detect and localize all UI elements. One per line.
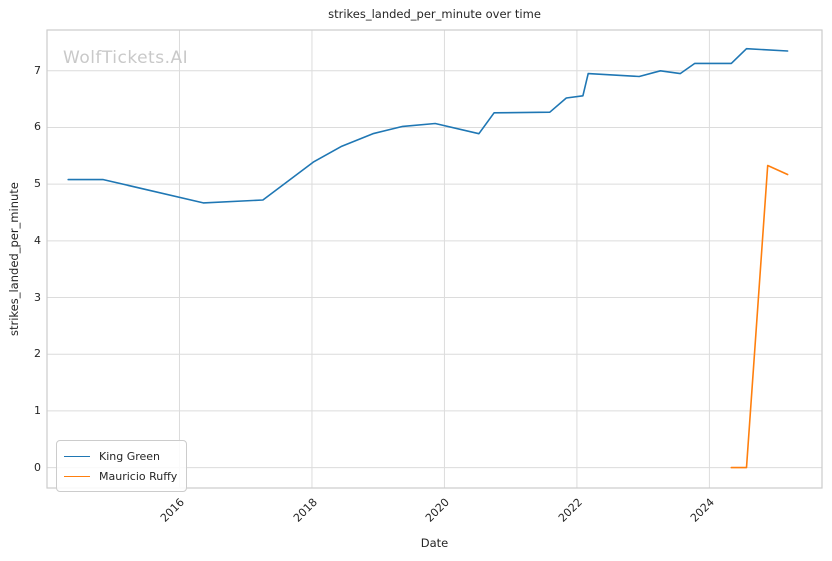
y-tick-label: 5 [34,177,41,190]
y-tick-label: 2 [34,347,41,360]
legend-line-swatch [64,455,90,457]
y-tick-label: 4 [34,234,41,247]
legend: King Green Mauricio Ruffy [56,440,188,492]
x-axis-label: Date [420,536,449,550]
chart-title: strikes_landed_per_minute over time [328,7,541,21]
y-tick-label: 1 [34,404,41,417]
legend-line-swatch [64,475,90,477]
axes-spines [46,29,823,489]
legend-item: Mauricio Ruffy [64,466,177,486]
legend-label: King Green [99,449,161,463]
y-tick-label: 7 [34,64,41,77]
legend-item: King Green [64,446,177,466]
legend-label: Mauricio Ruffy [99,469,178,483]
watermark: WolfTickets.AI [63,48,189,68]
series-line-king-green [67,47,789,204]
y-tick-label: 0 [34,461,41,474]
series-line-mauricio-ruffy [730,164,789,469]
y-tick-label: 6 [34,120,41,133]
y-axis-label: strikes_landed_per_minute [7,182,21,336]
y-tick-label: 3 [34,291,41,304]
